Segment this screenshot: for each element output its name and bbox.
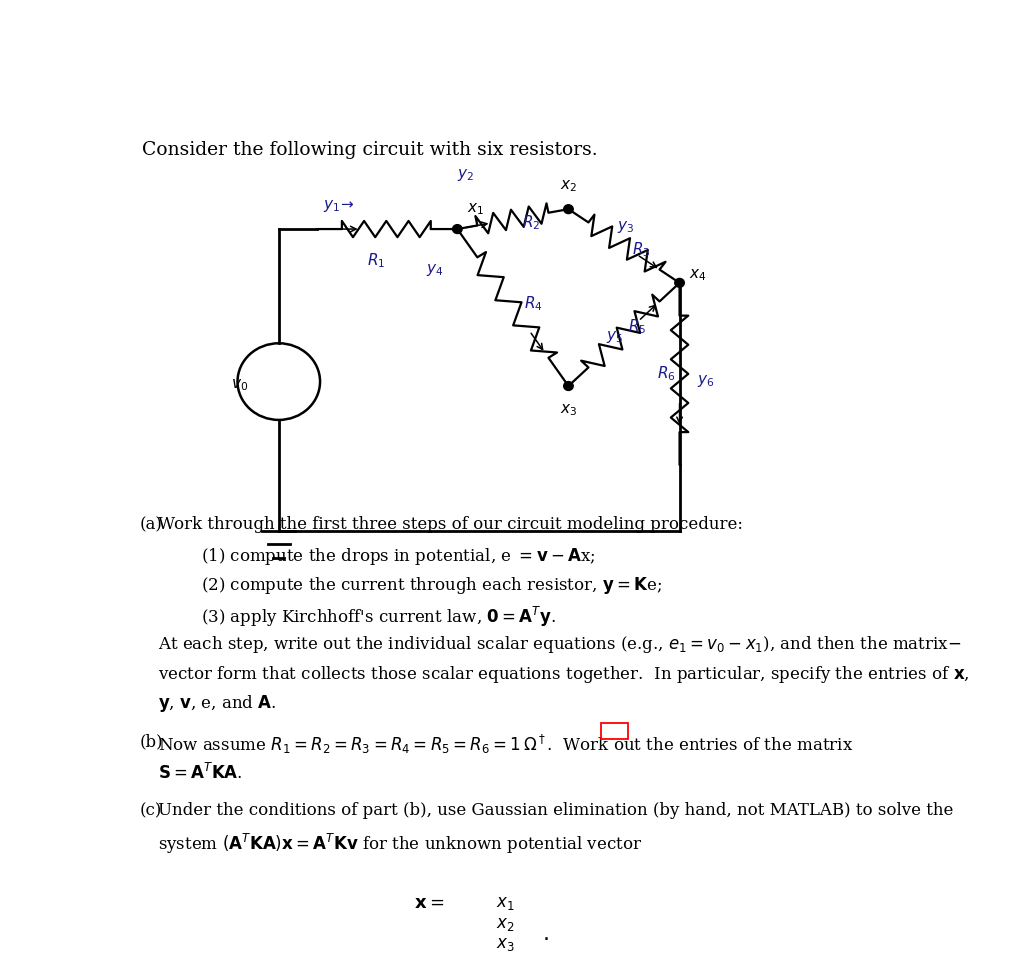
- Text: (c): (c): [140, 802, 162, 819]
- Text: $x_4$: $x_4$: [689, 268, 707, 283]
- Text: $y_5$: $y_5$: [606, 329, 623, 345]
- Text: $R_6$: $R_6$: [656, 365, 676, 383]
- Text: $y_6$: $y_6$: [697, 373, 715, 389]
- Text: $x_1$: $x_1$: [496, 895, 514, 912]
- Text: $R_4$: $R_4$: [524, 295, 543, 313]
- Text: $x_3$: $x_3$: [560, 402, 578, 418]
- Text: $R_5$: $R_5$: [628, 318, 646, 337]
- Text: .: .: [543, 924, 549, 945]
- Text: (3) apply Kirchhoff's current law, $\mathbf{0} = \mathbf{A}^T\mathbf{y}$.: (3) apply Kirchhoff's current law, $\mat…: [201, 605, 556, 629]
- Text: $v_0$: $v_0$: [231, 377, 249, 393]
- Text: (a): (a): [140, 517, 163, 533]
- Text: (b): (b): [140, 733, 164, 750]
- Text: vector form that collects those scalar equations together.  In particular, speci: vector form that collects those scalar e…: [158, 664, 970, 685]
- Text: (1) compute the drops in potential, e $= \mathbf{v} - \mathbf{A}$x;: (1) compute the drops in potential, e $=…: [201, 545, 596, 567]
- Text: (2) compute the current through each resistor, $\mathbf{y} = \mathbf{K}$e;: (2) compute the current through each res…: [201, 575, 662, 596]
- Text: Consider the following circuit with six resistors.: Consider the following circuit with six …: [142, 141, 598, 159]
- Text: system $(\mathbf{A}^T\mathbf{K}\mathbf{A})\mathbf{x} = \mathbf{A}^T\mathbf{K}\ma: system $(\mathbf{A}^T\mathbf{K}\mathbf{A…: [158, 832, 642, 856]
- Text: $y_4$: $y_4$: [426, 261, 443, 278]
- Circle shape: [563, 205, 573, 213]
- Text: Work through the first three steps of our circuit modeling procedure:: Work through the first three steps of ou…: [158, 517, 743, 533]
- Circle shape: [453, 225, 462, 234]
- Circle shape: [563, 382, 573, 390]
- Circle shape: [675, 278, 684, 287]
- Text: $x_3$: $x_3$: [496, 937, 514, 953]
- Text: $\mathbf{x} =$: $\mathbf{x} =$: [414, 894, 444, 912]
- Text: $y_1\!\rightarrow$: $y_1\!\rightarrow$: [323, 198, 354, 214]
- Text: $x_1$: $x_1$: [467, 202, 484, 217]
- Text: Under the conditions of part (b), use Gaussian elimination (by hand, not MATLAB): Under the conditions of part (b), use Ga…: [158, 802, 953, 819]
- Text: $x_2$: $x_2$: [496, 916, 514, 933]
- Text: $R_2$: $R_2$: [522, 213, 541, 233]
- Text: At each step, write out the individual scalar equations (e.g., $e_1 = v_0 - x_1$: At each step, write out the individual s…: [158, 634, 962, 656]
- Text: $\mathbf{S} = \mathbf{A}^T\mathbf{K}\mathbf{A}$.: $\mathbf{S} = \mathbf{A}^T\mathbf{K}\mat…: [158, 763, 243, 783]
- Text: Now assume $R_1 = R_2 = R_3 = R_4 = R_5 = R_6 = 1\,\Omega^\dagger$.  Work out th: Now assume $R_1 = R_2 = R_3 = R_4 = R_5 …: [158, 733, 853, 756]
- Text: $\mathbf{y}$, $\mathbf{v}$, e, and $\mathbf{A}$.: $\mathbf{y}$, $\mathbf{v}$, e, and $\mat…: [158, 693, 276, 714]
- Text: $x_2$: $x_2$: [560, 179, 577, 194]
- Text: $R_3$: $R_3$: [632, 240, 650, 259]
- Text: $y_2$: $y_2$: [457, 167, 474, 184]
- Text: $y_3$: $y_3$: [616, 219, 634, 235]
- Bar: [601, 723, 628, 739]
- Text: $R_1$: $R_1$: [367, 251, 385, 270]
